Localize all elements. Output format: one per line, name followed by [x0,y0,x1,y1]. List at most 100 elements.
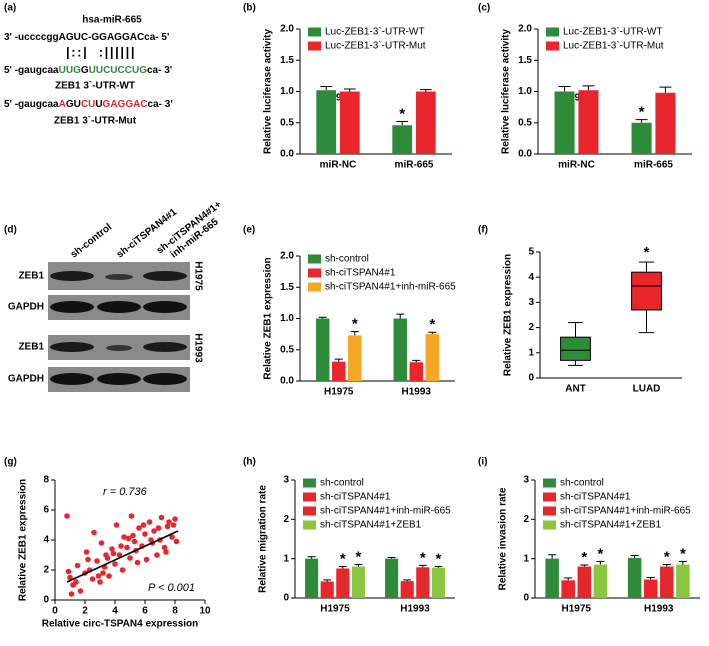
y-tick-label: 2.0 [280,24,294,35]
wt-sequence: 5' -gaugcaaUUGGUUCUCCUGca- 3' [4,65,172,76]
point [131,538,138,545]
bar [400,581,414,598]
point [68,591,75,597]
point [77,588,84,594]
legend-swatch [303,506,316,516]
subtitle: H1993 [562,92,592,103]
row-label: GAPDH [8,302,44,313]
panel-label: (a) [4,3,16,14]
sequence-part: GAGGAC [103,99,148,110]
significance: * [399,105,405,122]
y-tick-label: 3 [528,297,534,308]
significance: * [355,549,361,566]
y-axis-label: Relative ZEB1 expression [503,254,514,376]
subtitle: H1975 [323,92,353,103]
y-axis-label: Relative luciferase activity [501,29,512,155]
y-tick-label: 0.0 [280,149,294,160]
x-tick-label: H1975 [324,387,354,398]
bar [409,362,423,381]
sequence-part: UUCUCCUG [89,65,148,76]
y-tick-label: 2.0 [518,24,532,35]
y-tick-label: 1.5 [518,55,532,66]
bar [320,581,334,598]
point [64,513,70,519]
bar [627,557,642,598]
legend-label: sh-ciTSPAN4#1 [325,268,396,279]
bar [631,122,652,154]
point [166,519,172,525]
significance: * [597,545,603,562]
panel-label: (h) [243,457,256,468]
legend-label: sh-ciTSPAN4#1 [560,492,631,503]
y-axis-label: Relative ZEB1 expression [18,479,29,601]
point [74,562,81,569]
point [163,549,169,555]
sequence-part: A [59,99,66,110]
blots [48,262,190,392]
bar [305,558,319,598]
y-tick-label: 6 [43,505,49,516]
y-tick-label: 2 [283,514,289,525]
band [105,274,133,280]
mut-sequence: 5' -gaugcaaAGUCUUGAGGACca- 3' [4,99,173,110]
point [148,537,154,543]
x-tick-label: miR-NC [558,160,595,171]
row-label: ZEB1 [18,271,44,282]
point [112,561,118,567]
y-tick-label: 0.5 [280,344,294,355]
band [143,301,187,313]
point [155,525,162,531]
point [119,567,126,573]
bar [336,568,350,598]
legend-swatch [543,478,556,488]
y-tick-label: 0.5 [280,117,294,128]
y-tick-label: 4 [43,535,49,546]
sequence-part: UUG [59,65,81,76]
point [170,522,177,528]
significance: * [644,244,650,261]
legend-label: sh-ciTSPAN4#1+inh-miR-665 [325,282,456,293]
fit-line [66,530,179,583]
bar [339,91,360,154]
bar [385,558,399,598]
point [161,544,168,551]
y-tick-label: 1.5 [280,55,294,66]
band [50,301,94,313]
sequence-part: CU [81,99,95,110]
significance: * [435,551,441,568]
band [50,373,94,385]
point [146,519,153,525]
legend-swatch [546,41,559,51]
x-tick-label: 6 [142,606,148,617]
y-tick-label: 2 [528,322,534,333]
y-tick-label: 0.0 [518,149,532,160]
bar [431,567,445,598]
y-tick-label: 1.0 [280,86,294,97]
legend-label: sh-control [320,478,364,489]
point [65,568,72,575]
point [110,550,117,557]
point [124,544,130,551]
y-tick-label: 3 [523,475,529,486]
panel-label: (d) [4,225,17,236]
x-tick-label: H1975 [562,604,592,615]
y-tick-label: 0 [43,595,49,606]
x-tick-label: LUAD [633,384,661,395]
legend-label: sh-ciTSPAN4#1+inh-miR-665 [560,506,691,517]
box [560,336,591,361]
point [94,558,100,564]
bar [348,335,362,381]
y-axis-label: Relative luciferase activity [263,29,274,155]
panel-label: (g) [4,457,17,468]
band [143,373,187,385]
bar [577,566,592,598]
y-tick-label: 1.0 [280,313,294,324]
x-tick-label: H1993 [400,604,430,615]
significance: * [429,316,435,333]
legend-label: sh-ciTSPAN4#1 [320,492,391,503]
x-tick-label: miR-NC [320,160,357,171]
significance: * [680,545,686,562]
cell-line-label: H1975 [192,261,203,291]
panel-label: (e) [243,225,255,236]
